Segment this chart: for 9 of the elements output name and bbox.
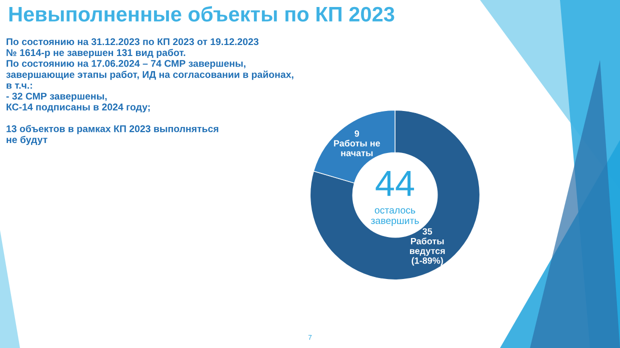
slice-label: Работы не начаты [334,140,380,156]
slice-label: Работы ведутся (1-89%) [410,238,445,266]
text: 44 [376,171,414,196]
donut-slice [310,110,480,280]
chart-title: Невыполненные объекты по КП 2023 [9,6,394,22]
text: По состоянию на 31.12.2023 по КП 2023 от 19.12.2023 № 1614-р не завершен 131 вид работ. По состоянию на 17.06.2024 – 74 СМР завершены, завершающие этапы работ, ИД на согласовании в районах, в т.ч.: - 32 СМР завершены, КС-14 подписаны в 2024 году; 13 объектов в рамках КП 2023 выполняться не будут [6,38,294,146]
data-label: 35 [422,228,432,235]
text: осталось завершить [370,208,419,226]
data-label: 9 [354,130,360,137]
